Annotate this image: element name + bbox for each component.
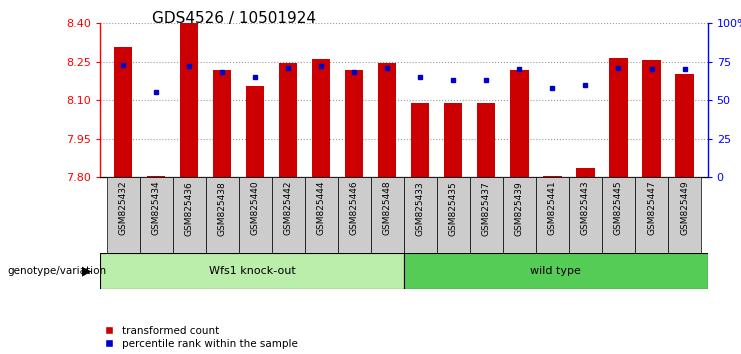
Text: GSM825438: GSM825438 [218, 181, 227, 235]
FancyBboxPatch shape [370, 177, 404, 253]
Text: GSM825439: GSM825439 [515, 181, 524, 235]
FancyBboxPatch shape [139, 177, 173, 253]
Bar [576, 168, 594, 177]
Legend: transformed count, percentile rank within the sample: transformed count, percentile rank withi… [105, 326, 298, 349]
FancyBboxPatch shape [503, 177, 536, 253]
FancyBboxPatch shape [668, 177, 701, 253]
Bar [147, 176, 165, 177]
Text: GSM825432: GSM825432 [119, 181, 127, 235]
Text: GSM825441: GSM825441 [548, 181, 557, 235]
FancyBboxPatch shape [470, 177, 503, 253]
FancyBboxPatch shape [272, 177, 305, 253]
FancyBboxPatch shape [100, 253, 404, 289]
Bar [213, 70, 231, 177]
Text: GDS4526 / 10501924: GDS4526 / 10501924 [152, 11, 316, 25]
Text: genotype/variation: genotype/variation [7, 266, 107, 276]
Bar [511, 70, 528, 177]
FancyBboxPatch shape [206, 177, 239, 253]
Bar [180, 23, 199, 177]
Bar [279, 63, 297, 177]
FancyBboxPatch shape [602, 177, 635, 253]
Text: GSM825436: GSM825436 [185, 181, 193, 235]
Text: GSM825442: GSM825442 [284, 181, 293, 235]
Text: wild type: wild type [531, 266, 581, 276]
Text: Wfs1 knock-out: Wfs1 knock-out [208, 266, 296, 276]
Bar [246, 86, 265, 177]
Text: GSM825433: GSM825433 [416, 181, 425, 235]
Text: ▶: ▶ [82, 264, 91, 277]
Text: GSM825448: GSM825448 [383, 181, 392, 235]
Text: GSM825437: GSM825437 [482, 181, 491, 235]
FancyBboxPatch shape [404, 177, 437, 253]
Bar [345, 70, 363, 177]
Bar [676, 74, 694, 177]
Text: GSM825434: GSM825434 [152, 181, 161, 235]
Text: GSM825440: GSM825440 [250, 181, 260, 235]
Text: GSM825435: GSM825435 [449, 181, 458, 235]
Bar [378, 63, 396, 177]
FancyBboxPatch shape [107, 177, 139, 253]
Text: GSM825446: GSM825446 [350, 181, 359, 235]
Text: GSM825443: GSM825443 [581, 181, 590, 235]
Bar [312, 59, 330, 177]
Text: GSM825447: GSM825447 [647, 181, 656, 235]
Text: GSM825449: GSM825449 [680, 181, 689, 235]
FancyBboxPatch shape [404, 253, 708, 289]
FancyBboxPatch shape [437, 177, 470, 253]
Bar [609, 58, 628, 177]
Text: GSM825445: GSM825445 [614, 181, 623, 235]
FancyBboxPatch shape [635, 177, 668, 253]
Bar [642, 60, 660, 177]
Text: GSM825444: GSM825444 [317, 181, 326, 235]
FancyBboxPatch shape [239, 177, 272, 253]
FancyBboxPatch shape [173, 177, 206, 253]
Bar [114, 47, 132, 177]
FancyBboxPatch shape [338, 177, 370, 253]
FancyBboxPatch shape [536, 177, 569, 253]
Bar [411, 103, 430, 177]
FancyBboxPatch shape [305, 177, 338, 253]
Bar [445, 103, 462, 177]
Bar [477, 103, 496, 177]
FancyBboxPatch shape [569, 177, 602, 253]
